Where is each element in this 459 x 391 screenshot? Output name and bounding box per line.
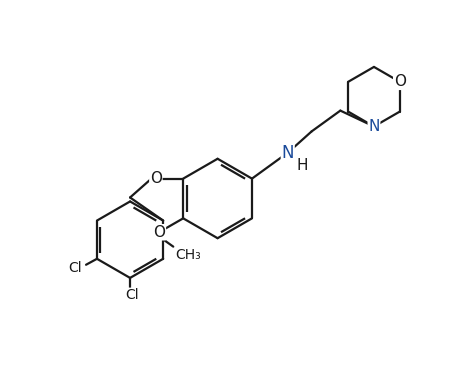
Text: Cl: Cl: [124, 288, 138, 302]
Text: Cl: Cl: [68, 261, 82, 275]
Text: H: H: [296, 158, 308, 173]
Text: CH₃: CH₃: [175, 248, 201, 262]
Text: O: O: [393, 74, 405, 89]
Text: N: N: [368, 119, 379, 134]
Text: N: N: [281, 144, 293, 162]
Text: O: O: [150, 171, 162, 186]
Text: O: O: [153, 225, 165, 240]
